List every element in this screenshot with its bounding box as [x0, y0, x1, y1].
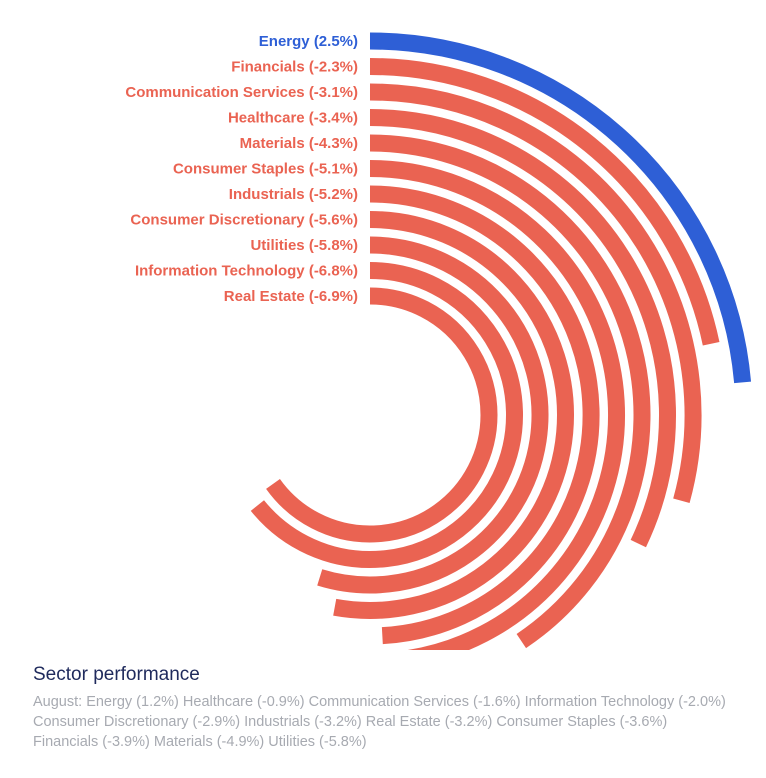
arc-information-technology [250, 262, 524, 568]
caption-title: Sector performance [33, 664, 200, 685]
label-utilities: Utilities (-5.8%) [250, 237, 358, 254]
arc-utilities [317, 236, 549, 594]
arc-healthcare [369, 109, 676, 548]
label-communication-services: Communication Services (-3.1%) [125, 84, 358, 101]
arc-energy [369, 32, 752, 384]
label-consumer-staples: Consumer Staples (-5.1%) [173, 161, 358, 178]
arc-consumer-staples [369, 160, 626, 650]
arc-industrials [369, 185, 600, 645]
label-real-estate: Real Estate (-6.9%) [224, 288, 358, 305]
label-industrials: Industrials (-5.2%) [229, 186, 358, 203]
label-consumer-discretionary: Consumer Discretionary (-5.6%) [130, 212, 358, 229]
arc-materials [369, 134, 651, 649]
label-information-technology: Information Technology (-6.8%) [135, 263, 358, 280]
arc-real-estate [266, 287, 498, 543]
arc-communication-services [369, 83, 702, 504]
caption: Sector performance August: Energy (1.2%)… [33, 664, 733, 752]
label-financials: Financials (-2.3%) [231, 59, 358, 76]
caption-text: August: Energy (1.2%) Healthcare (-0.9%)… [33, 694, 726, 750]
label-energy: Energy (2.5%) [259, 33, 358, 50]
radial-bar-chart: Energy (2.5%) Financials (-2.3%) Communica… [125, 32, 752, 650]
arc-financials [369, 58, 720, 346]
label-healthcare: Healthcare (-3.4%) [228, 110, 358, 127]
label-materials: Materials (-4.3%) [240, 135, 358, 152]
arc-consumer-discretionary [333, 211, 574, 619]
